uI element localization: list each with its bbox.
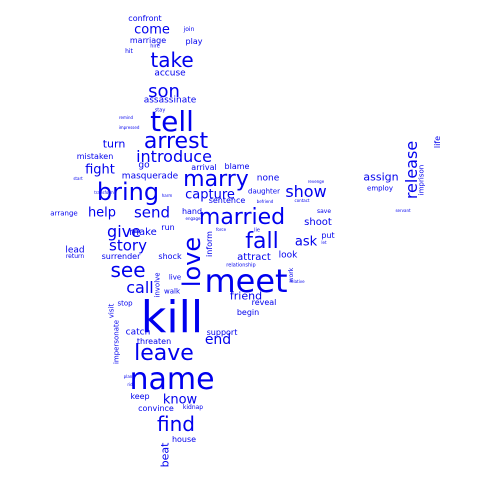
word-confront: confront [128,14,162,23]
word-life: life [433,135,442,149]
word-take: take [150,48,194,72]
word-blame: blame [224,162,250,171]
word-keep: keep [130,392,150,401]
word-plan: plan [123,374,133,379]
word-friend: friend [229,289,263,303]
word-go: go [138,160,150,171]
word-employ: employ [367,184,393,193]
word-mistaken: mistaken [76,152,114,161]
word-marriage: marriage [129,36,167,45]
word-put: put [321,231,335,240]
word-send: send [133,203,171,222]
word-none: none [256,173,280,184]
word-show: show [285,182,327,201]
word-join: join [183,26,195,33]
word-call: call [126,278,154,297]
word-engage: engage [185,216,201,221]
word-fight: fight [85,162,115,178]
word-stop: stop [117,299,133,308]
word-start: start [73,176,83,181]
word-convince: convince [138,404,174,413]
word-run: run [161,223,175,232]
word-come: come [134,22,170,38]
word-married: married [198,205,286,230]
word-surrender: surrender [101,252,141,261]
word-leave: leave [134,341,194,366]
word-lead: lead [65,245,85,256]
word-let: let [321,240,327,245]
word-arrest: arrest [143,129,209,154]
word-visit: visit [107,303,116,319]
word-arrange: arrange [50,209,78,218]
word-sentence: sentence [208,196,246,205]
word-imprison: imprison [417,164,426,196]
word-revenge: revenge [307,179,325,184]
word-harm: harm [161,193,173,198]
word-save: save [316,208,332,215]
word-meet: meet [204,262,288,300]
word-look: look [278,250,298,261]
word-support: support [206,328,238,337]
word-give: give [107,222,141,241]
word-hit: hit [125,48,133,55]
word-shock: shock [158,252,182,261]
word-begin: begin [236,308,260,317]
word-impersonate: impersonate [112,319,121,365]
word-kill: kill [140,292,204,343]
word-assign: assign [363,170,399,184]
word-relationship: relationship [226,262,256,269]
word-story: story [109,236,147,255]
word-attract: attract [237,252,271,263]
word-make: make [129,227,157,238]
word-walk: walk [163,287,181,296]
word-return: return [65,253,85,260]
word-fall: fall [245,229,279,254]
word-inform: inform [205,231,214,257]
word-hire: hire [150,43,160,50]
word-end: end [204,332,232,348]
word-capture: capture [185,187,235,203]
word-see: see [110,258,146,282]
word-help: help [87,205,117,221]
word-live: live [168,273,182,282]
word-kidnap: kidnap [182,404,204,411]
word-transform: transform [94,190,114,195]
word-beat: beat [158,442,172,468]
word-assassinate: assassinate [143,95,197,106]
word-bring: bring [96,178,160,206]
word-impressed: impressed [118,125,140,130]
word-force: force [215,227,227,232]
word-tell: tell [150,105,194,138]
word-threaten: threaten [136,337,172,346]
word-son: son [148,81,180,102]
word-masquerade: masquerade [121,171,179,182]
word-servant: servant [395,208,411,213]
word-ask: ask [294,234,318,250]
word-arrival: arrival [191,163,217,172]
word-shoot: shoot [304,217,332,228]
word-reveal: reveal [251,298,277,307]
word-involve: involve [153,272,162,298]
word-introduce: introduce [136,147,212,166]
word-remind: remind [118,115,134,120]
word-lie: lie [254,227,260,234]
word-rid: rid [127,382,133,387]
word-stay: stay [154,107,166,114]
word-catch: catch [125,327,151,338]
word-love: love [178,236,206,288]
word-daughter: daughter [248,187,280,196]
word-hand: hand [181,207,203,216]
word-turn: turn [102,137,126,151]
word-marry: marry [183,167,249,192]
word-find: find [157,412,195,436]
word-house: house [171,435,197,444]
word-relative: relative [289,279,305,284]
word-accuse: accuse [154,68,186,79]
word-contact: contact [294,198,310,203]
word-know: know [162,392,198,408]
word-play: play [185,37,203,46]
word-name: name [129,362,215,397]
word-befriend: befriend [256,199,274,204]
